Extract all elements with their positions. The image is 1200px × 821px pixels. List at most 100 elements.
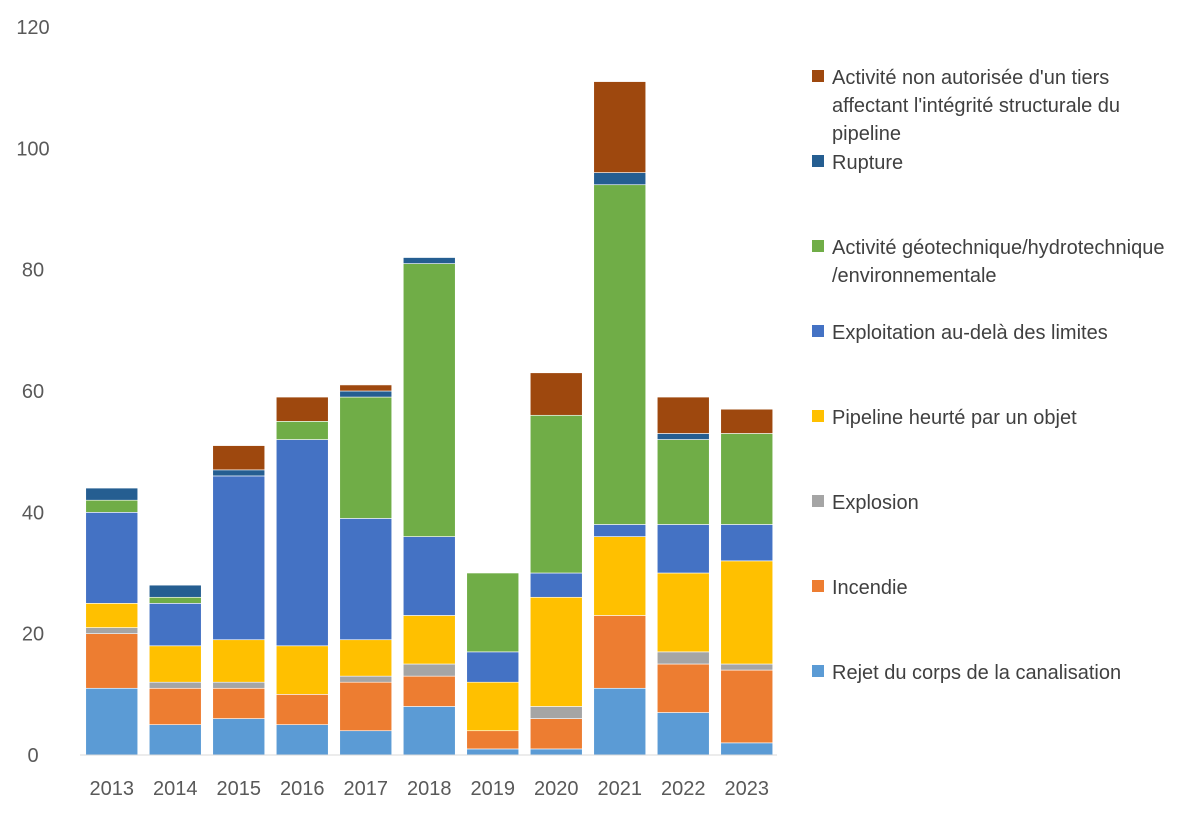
bar-segment xyxy=(148,584,202,598)
bar-segment xyxy=(402,257,456,264)
bar-segment xyxy=(656,433,710,440)
y-tick-label: 80 xyxy=(22,260,44,282)
legend-item: Exploitation au-delà des limites xyxy=(812,319,1172,347)
bar-segment xyxy=(529,718,583,750)
bar-segment xyxy=(720,560,774,665)
legend-label: Pipeline heurté par un objet xyxy=(832,407,1077,429)
bar-segment xyxy=(212,687,266,719)
bar-segment xyxy=(656,712,710,756)
x-tick-label: 2014 xyxy=(153,778,198,800)
bar-segment xyxy=(148,724,202,756)
bar-segment xyxy=(85,603,139,628)
bar-segment xyxy=(148,645,202,683)
legend-swatch xyxy=(812,495,824,507)
bar-segment xyxy=(466,748,520,756)
bar-segment xyxy=(148,596,202,604)
bar-segment xyxy=(529,748,583,756)
legend-label: Explosion xyxy=(832,492,919,514)
bar-segment xyxy=(275,439,329,647)
bar-segment xyxy=(402,663,456,677)
bar-segment xyxy=(593,687,647,756)
legend-item: Incendie xyxy=(812,574,1172,602)
legend-swatch xyxy=(812,325,824,337)
bar-segment xyxy=(402,536,456,616)
bar-segment xyxy=(85,499,139,513)
x-tick-label: 2017 xyxy=(344,778,389,800)
bar-segment xyxy=(529,572,583,598)
bar-segment xyxy=(85,627,139,634)
y-tick-label: 60 xyxy=(22,381,44,403)
bar-segment xyxy=(275,645,329,695)
bar-segment xyxy=(85,687,139,756)
bar-stack-2022 xyxy=(656,396,710,756)
bar-segment xyxy=(339,730,393,756)
bar-segment xyxy=(529,414,583,574)
bar-segment xyxy=(85,512,139,604)
x-tick-label: 2022 xyxy=(661,778,706,800)
bar-segment xyxy=(656,651,710,665)
bar-segment xyxy=(466,681,520,732)
bar-segment xyxy=(212,639,266,683)
y-tick-label: 120 xyxy=(16,17,49,39)
x-tick-label: 2020 xyxy=(534,778,579,800)
bar-segment xyxy=(148,681,202,689)
legend-item: Rupture xyxy=(812,149,1172,177)
bar-segment xyxy=(402,615,456,665)
x-tick-label: 2021 xyxy=(598,778,643,800)
bar-stack-2015 xyxy=(212,445,266,756)
bar-stack-2023 xyxy=(720,408,774,756)
bar-segment xyxy=(466,651,520,683)
y-tick-label: 40 xyxy=(22,502,44,524)
bar-segment xyxy=(656,572,710,653)
bar-segment xyxy=(656,439,710,525)
legend-swatch xyxy=(812,580,824,592)
bar-segment xyxy=(593,524,647,537)
bar-stack-2019 xyxy=(466,572,520,756)
bar-segment xyxy=(212,681,266,689)
x-tick-label: 2023 xyxy=(725,778,770,800)
bar-segment xyxy=(212,718,266,756)
bar-stack-2018 xyxy=(402,257,456,756)
legend-item: Activité non autorisée d'un tiers affect… xyxy=(812,64,1172,148)
legend-label: Incendie xyxy=(832,577,908,599)
y-tick-label: 0 xyxy=(27,745,38,767)
bar-segment xyxy=(148,603,202,647)
bar-segment xyxy=(720,663,774,671)
legend-label: Activité non autorisée d'un tiers affect… xyxy=(832,67,1121,145)
bar-segment xyxy=(593,615,647,689)
bar-segment xyxy=(466,572,520,653)
legend-swatch xyxy=(812,665,824,677)
bar-segment xyxy=(85,487,139,501)
x-tick-label: 2019 xyxy=(471,778,516,800)
legend-swatch xyxy=(812,240,824,252)
y-tick-label: 100 xyxy=(16,138,49,160)
bar-segment xyxy=(656,396,710,434)
bar-segment xyxy=(402,263,456,537)
legend-swatch xyxy=(812,155,824,167)
bar-segment xyxy=(339,384,393,392)
x-tick-label: 2016 xyxy=(280,778,325,800)
legend-item: Pipeline heurté par un objet xyxy=(812,404,1172,432)
bar-stack-2014 xyxy=(148,584,202,756)
bar-segment xyxy=(466,730,520,750)
bar-segment xyxy=(339,681,393,732)
legend-label: Rejet du corps de la canalisation xyxy=(832,662,1122,684)
legend-swatch xyxy=(812,70,824,82)
bar-stack-2016 xyxy=(275,396,329,756)
bar-segment xyxy=(275,421,329,440)
x-tick-label: 2018 xyxy=(407,778,452,800)
bar-segment xyxy=(720,742,774,756)
bar-stack-2021 xyxy=(593,81,647,756)
bar-stack-2020 xyxy=(529,372,583,756)
bar-stack-2013 xyxy=(85,487,139,756)
legend-item: Activité géotechnique/hydrotechnique /en… xyxy=(812,234,1172,290)
bar-segment xyxy=(593,536,647,616)
bar-segment xyxy=(212,475,266,641)
bar-segment xyxy=(720,408,774,434)
x-tick-label: 2013 xyxy=(90,778,135,800)
bar-segment xyxy=(275,694,329,725)
bar-segment xyxy=(275,396,329,422)
bar-segment xyxy=(339,639,393,677)
bar-segment xyxy=(529,372,583,416)
